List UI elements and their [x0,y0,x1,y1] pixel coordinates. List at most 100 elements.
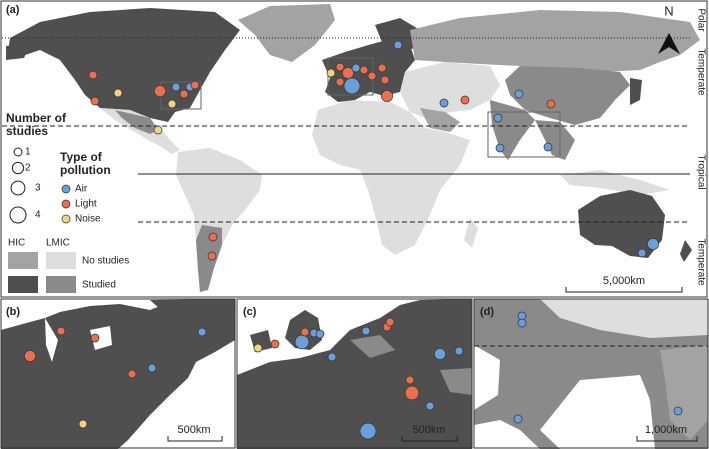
size-label: 3 [35,183,41,194]
study-marker [294,334,310,350]
land [400,62,500,120]
study-marker [147,363,157,373]
land [578,190,665,258]
income-swatch [8,276,38,293]
size-label: 2 [25,163,31,174]
study-marker [153,84,167,98]
study-marker [454,346,464,356]
study-marker [270,339,280,349]
study-marker [153,125,163,135]
panel-c-frame [236,298,473,449]
study-marker [78,419,88,429]
land [505,66,630,125]
study-marker [673,406,683,416]
study-marker [88,70,98,80]
north-label: N [664,3,673,18]
study-marker [300,327,310,337]
scale-bar [167,436,223,442]
size-label: 1 [25,147,31,158]
sea [474,345,500,410]
sea [474,420,540,449]
study-marker [495,143,505,153]
study-marker [493,113,503,123]
study-marker [327,352,337,362]
study-marker [208,232,218,242]
size-legend-title: Number of studies [6,111,66,138]
study-marker [23,349,37,363]
study-marker [253,343,263,353]
panel-a-frame [0,0,708,298]
markers [23,40,683,440]
study-marker [439,98,449,108]
study-marker [517,318,527,328]
land [176,148,262,292]
land [6,44,30,60]
study-marker [405,375,415,385]
north-arrow [658,33,680,54]
type-key [61,184,71,194]
type-key [61,199,71,209]
study-marker [343,77,361,95]
study-marker [367,71,377,81]
income-swatch [8,252,38,269]
size-key [11,161,25,175]
study-marker [359,65,369,75]
land [660,345,708,440]
study-marker [56,326,66,336]
study-marker [380,75,390,85]
panel-d-frame [473,298,709,449]
scale-label: 500km [177,424,210,436]
scale-bar [636,436,698,442]
study-marker [341,66,355,80]
land [464,218,478,248]
study-marker [433,347,447,361]
land [560,170,670,195]
study-marker [326,68,336,78]
study-marker [127,369,137,379]
zone-label: Tropical [695,154,706,189]
status-label: No studies [82,256,129,267]
panel-label: (b) [6,306,20,318]
panel-label: (d) [480,306,494,318]
study-marker [179,89,189,99]
study-marker [167,99,177,109]
lake [45,318,58,362]
study-marker [351,63,361,73]
income-swatch [46,252,76,269]
land [100,108,180,154]
study-marker [404,385,420,401]
sea [330,299,400,322]
size-label: 4 [35,210,41,221]
study-marker [514,89,524,99]
scale-bar [565,287,683,293]
study-marker [646,237,660,251]
type-legend-title: Type of pollution [60,150,111,177]
land [312,100,470,255]
land [350,335,395,358]
study-marker [460,95,470,105]
scale-label: 1,000km [645,424,687,436]
study-marker [377,63,387,73]
land [150,299,235,322]
zone-label: Temperate [695,238,706,286]
land [375,18,420,52]
size-key [10,180,26,196]
land [410,10,700,72]
sea [540,375,655,449]
panel-c: (c) 500km [236,298,473,449]
study-marker [113,88,123,98]
zone-label: Temperate [695,48,706,96]
study-marker [393,40,403,50]
size-key [9,206,27,224]
type-key [61,214,71,224]
panel-label: (c) [243,306,257,318]
land [540,299,708,338]
land [115,110,158,134]
study-marker [190,80,200,90]
study-marker [425,401,435,411]
land [8,8,240,122]
study-marker [543,142,553,152]
income-swatch [46,276,76,293]
